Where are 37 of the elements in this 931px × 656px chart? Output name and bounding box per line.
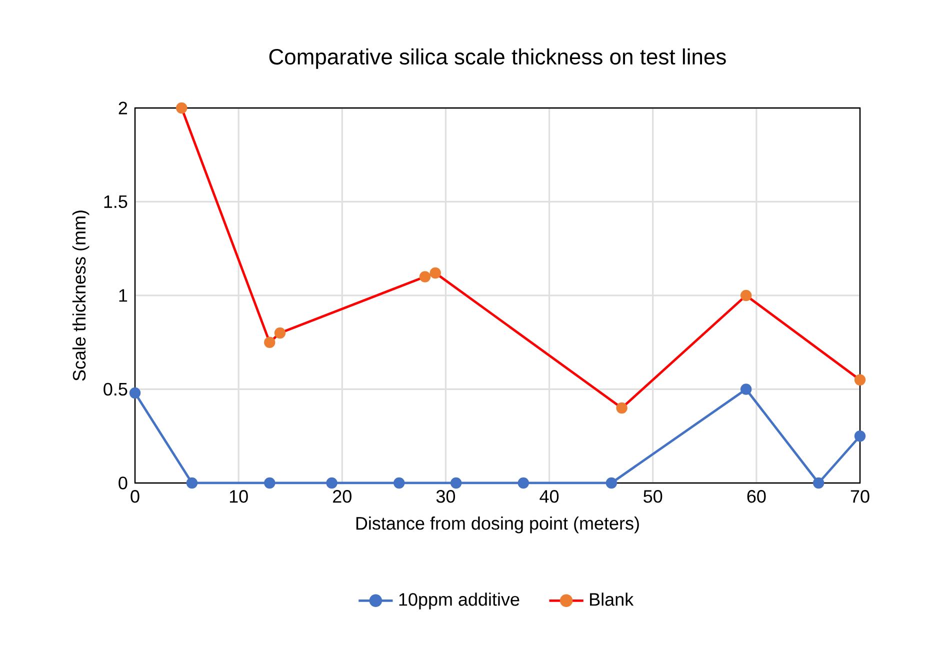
x-tick-label: 0 bbox=[130, 490, 140, 503]
point bbox=[616, 402, 628, 414]
x-tick-label: 10 bbox=[230, 490, 248, 503]
point bbox=[430, 267, 441, 279]
y-tick-label: 1 bbox=[119, 289, 128, 302]
x-tick-label: 60 bbox=[747, 490, 766, 503]
point bbox=[606, 477, 618, 489]
point bbox=[326, 477, 338, 489]
chart-title: Comparative silica scale thickness on test lines bbox=[269, 48, 726, 69]
y-tick-label: 0 bbox=[118, 476, 128, 490]
y-tick-label: 1.5 bbox=[104, 195, 128, 208]
point bbox=[740, 290, 752, 302]
point bbox=[518, 477, 529, 489]
point bbox=[186, 477, 198, 489]
x-tick-label: 20 bbox=[333, 490, 352, 503]
point bbox=[740, 384, 752, 395]
point bbox=[176, 102, 188, 114]
point bbox=[264, 477, 276, 489]
point bbox=[264, 336, 276, 348]
point bbox=[419, 271, 431, 282]
point bbox=[854, 374, 866, 386]
point bbox=[450, 477, 462, 489]
legend-label: 10ppm additive bbox=[399, 592, 520, 610]
x-tick-label: 70 bbox=[850, 490, 870, 503]
legend-label: Blank bbox=[590, 592, 634, 606]
point bbox=[812, 477, 824, 489]
x-axis-title: Distance from dosing point (meters) bbox=[356, 516, 639, 534]
y-tick-label: 0.5 bbox=[104, 382, 128, 396]
x-tick-label: 30 bbox=[436, 490, 456, 503]
point bbox=[129, 387, 141, 399]
y-tick-label: 2 bbox=[118, 102, 128, 114]
y-axis-title: Scale thickness (mm) bbox=[72, 210, 90, 381]
x-tick-label: 40 bbox=[540, 490, 559, 503]
x-tick-label: 50 bbox=[644, 490, 662, 503]
point bbox=[394, 477, 405, 489]
point bbox=[274, 327, 286, 339]
point bbox=[854, 430, 866, 442]
